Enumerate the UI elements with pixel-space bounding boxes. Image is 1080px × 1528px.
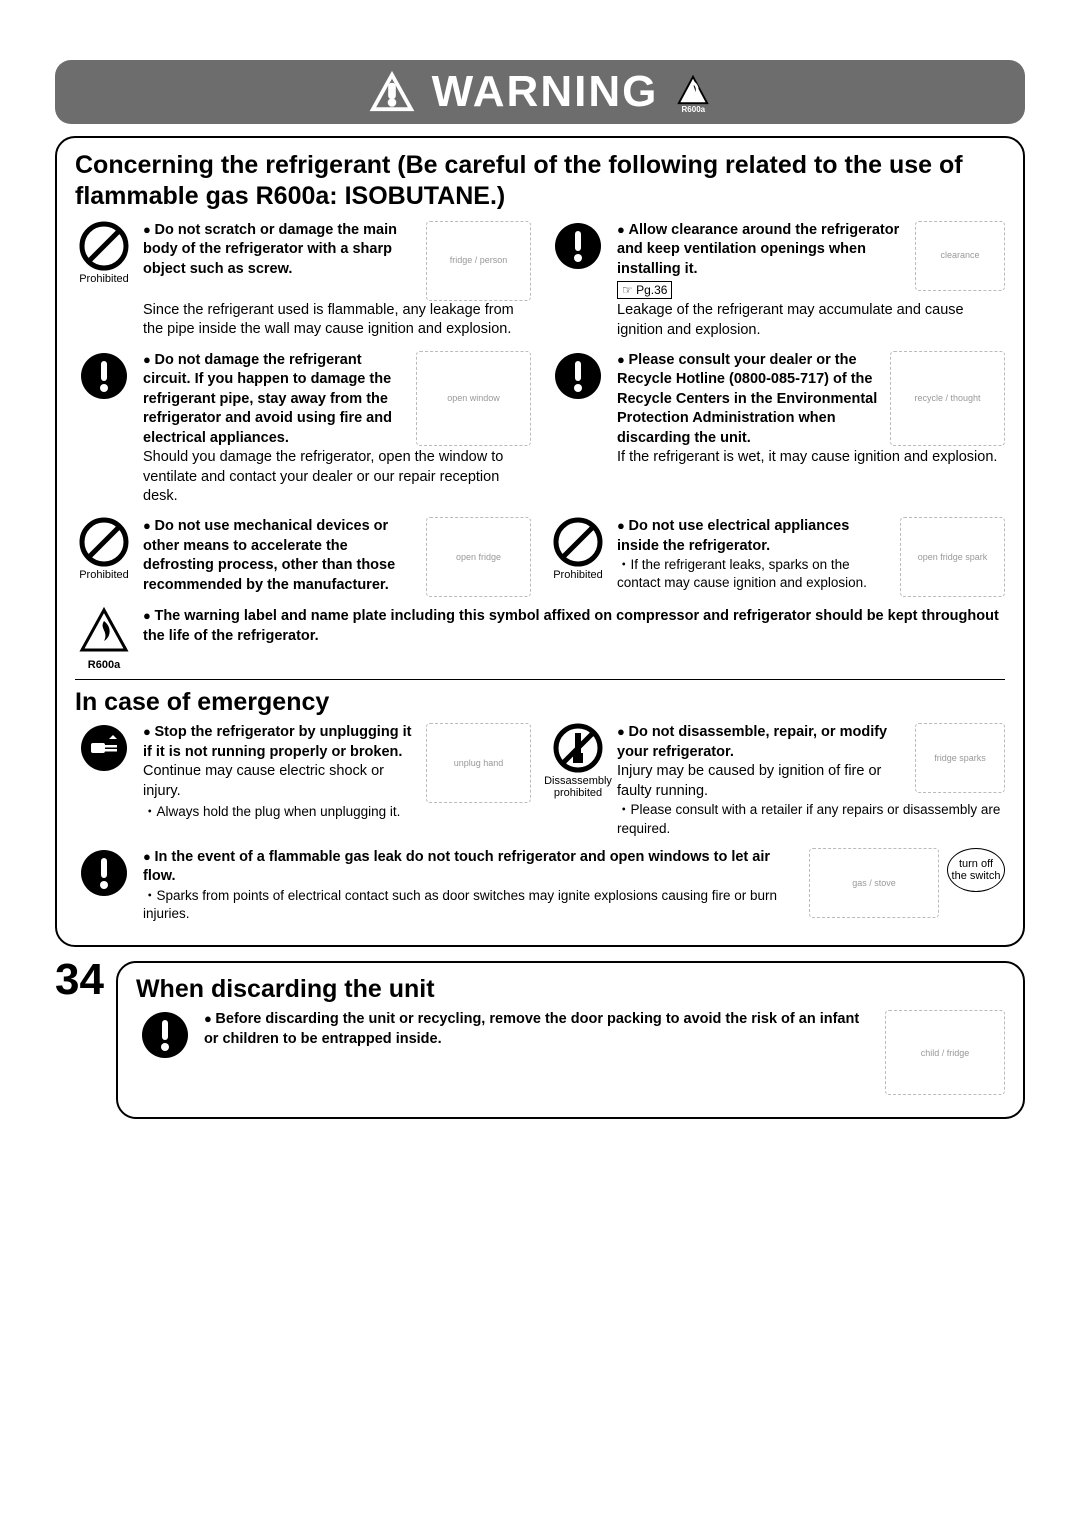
illustration: recycle / thought [890,351,1005,446]
exclaim-icon [79,848,129,898]
item-bold: The warning label and name plate includi… [143,607,1005,646]
exclaim-icon [553,221,603,271]
item-bold: In the event of a flammable gas leak do … [143,848,801,887]
prohibited-icon [553,517,603,567]
warning-banner: WARNING R600a [55,60,1025,124]
warning-item: R600a The warning label and name plate i… [75,607,1005,671]
icon-caption: Prohibited [79,569,129,581]
item-bold: Stop the refrigerator by unplugging it i… [143,723,418,762]
warning-item: Dissassembly prohibited Do not disassemb… [549,723,1005,838]
flame-triangle-icon [79,607,129,657]
item-bold: Do not scratch or damage the main body o… [143,221,418,280]
warning-item: Prohibited Do not use electrical applian… [549,517,1005,597]
exclaim-icon [79,351,129,401]
illustration: open window [416,351,531,446]
item-bold: Allow clearance around the refrigerator … [617,221,907,280]
page-number: 34 [55,955,104,1005]
item-sub: Please consult with a retailer if any re… [617,801,1005,837]
illustration: fridge / person [426,221,531,301]
unplug-icon [79,723,129,773]
warning-item: Prohibited Do not use mechanical devices… [75,517,531,597]
icon-caption: Prohibited [553,569,603,581]
icon-caption: Prohibited [79,273,129,285]
no-disassemble-icon [553,723,603,773]
icon-caption: R600a [88,659,120,671]
item-body: Should you damage the refrigerator, open… [143,448,531,507]
illustration: fridge sparks [915,723,1005,793]
banner-title: WARNING [432,67,659,117]
item-sub: Always hold the plug when unplugging it. [143,803,531,821]
illustration: child / fridge [885,1010,1005,1095]
item-body: Since the refrigerant used is flammable,… [143,301,531,340]
item-body: Continue may cause electric shock or inj… [143,762,418,801]
item-bold: Do not disassemble, repair, or modify yo… [617,723,907,762]
illustration: unplug hand [426,723,531,803]
warning-item: Before discarding the unit or recycling,… [136,1010,1005,1095]
page-ref: ☞ Pg.36 [617,281,672,299]
item-bold: Do not use electrical appliances inside … [617,517,892,556]
section1-title: Concerning the refrigerant (Be careful o… [75,150,1005,213]
item-bold: Do not use mechanical devices or other m… [143,517,418,595]
exclaim-icon [140,1010,190,1060]
illustration: open fridge [426,517,531,597]
icon-caption: Dissassembly prohibited [544,775,612,799]
warning-item: Do not damage the refrigerant circuit. I… [75,351,531,508]
item-body: Injury may be caused by ignition of fire… [617,762,907,801]
prohibited-icon [79,221,129,271]
item-body: Leakage of the refrigerant may accumulat… [617,301,1005,340]
illustration: clearance [915,221,1005,291]
refrigerant-section: Concerning the refrigerant (Be careful o… [55,136,1025,947]
warning-item: Please consult your dealer or the Recycl… [549,351,1005,508]
discarding-section: When discarding the unit Before discardi… [116,961,1025,1119]
item-sub: Sparks from points of electrical contact… [143,887,801,923]
section2-title: In case of emergency [75,688,1005,717]
item-body: If the refrigerant is wet, it may cause … [617,448,1005,468]
illustration: gas / stove [809,848,939,918]
warning-item: Allow clearance around the refrigerator … [549,221,1005,341]
section3-title: When discarding the unit [136,975,1005,1004]
item-sub: If the refrigerant leaks, sparks on the … [617,556,892,592]
illustration: open fridge spark [900,517,1005,597]
warning-item: In the event of a flammable gas leak do … [75,848,1005,924]
item-bold: Do not damage the refrigerant circuit. I… [143,351,408,449]
item-bold: Please consult your dealer or the Recycl… [617,351,882,449]
warning-item: Prohibited Do not scratch or damage the … [75,221,531,341]
item-bold: Before discarding the unit or recycling,… [204,1010,877,1049]
turn-off-label: turn off the switch [947,848,1005,892]
warning-triangle-icon [368,71,416,113]
prohibited-icon [79,517,129,567]
warning-item: Stop the refrigerator by unplugging it i… [75,723,531,838]
flame-triangle-icon [674,73,712,107]
r600a-label: R600a [674,105,712,114]
exclaim-icon [553,351,603,401]
